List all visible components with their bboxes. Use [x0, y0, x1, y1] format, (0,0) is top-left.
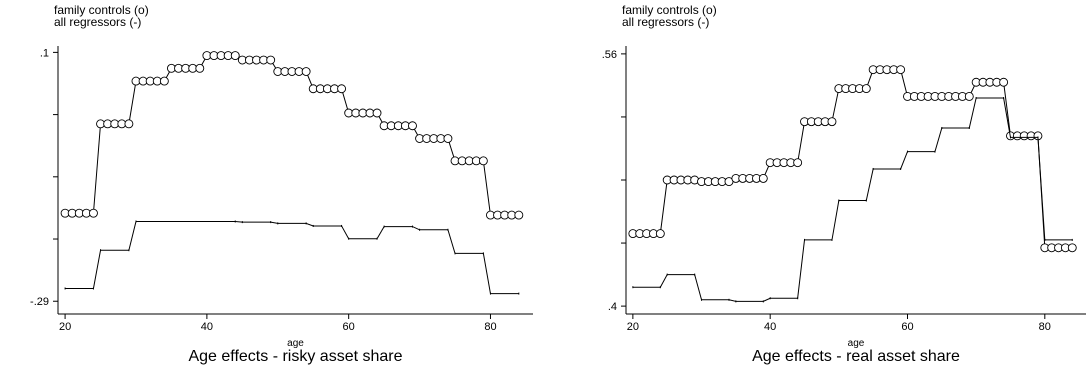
y-tick-label: -.29 — [30, 296, 49, 308]
legend-all-regressors: all regressors (-) — [54, 15, 141, 29]
x-tick-label: 80 — [484, 321, 496, 333]
all-regressors-line — [65, 220, 519, 295]
family-controls-line — [632, 69, 1073, 249]
x-tick-label: 60 — [343, 321, 355, 333]
family-controls-point — [896, 65, 906, 75]
x-tick-label: 80 — [1039, 321, 1051, 333]
chart-title: Age effects - real asset share — [752, 348, 960, 365]
family-controls-point — [793, 158, 803, 168]
legend-family-controls: family controls (o) — [54, 3, 149, 17]
family-controls-point — [230, 51, 240, 61]
family-controls-point — [195, 63, 205, 73]
x-tick-label: 20 — [59, 321, 71, 333]
family-controls-point — [861, 84, 871, 94]
family-controls-point — [408, 121, 417, 131]
family-controls-point — [301, 67, 311, 76]
family-controls-point — [159, 76, 169, 86]
family-controls-point — [758, 173, 768, 183]
family-controls-point — [443, 134, 453, 143]
family-controls-point — [372, 108, 382, 118]
x-axis-label: age — [848, 338, 865, 349]
x-tick-label: 40 — [764, 321, 776, 333]
x-tick-label: 20 — [627, 321, 639, 333]
family-controls-point — [999, 77, 1009, 87]
real-asset-share-panel: .4 .56 20 40 60 80 family controls (o)all regr… — [602, 3, 1086, 365]
family-controls-point — [655, 229, 665, 239]
family-controls-point — [1067, 243, 1077, 253]
y-tick-label: .1 — [40, 47, 49, 59]
family-controls-point — [337, 84, 347, 94]
family-controls-point — [124, 119, 134, 129]
all-regressors-line — [632, 97, 1073, 302]
y-tick-label: .56 — [602, 49, 617, 61]
chart-title: Age effects - risky asset share — [188, 348, 402, 365]
family-controls-point — [827, 117, 837, 127]
x-tick-label: 60 — [901, 321, 913, 333]
legend-all-regressors: all regressors (-) — [622, 15, 709, 29]
legend-family-controls: family controls (o) — [622, 3, 717, 17]
family-controls-point — [478, 156, 488, 166]
x-axis-label: age — [287, 338, 304, 349]
family-controls-point — [88, 208, 98, 218]
family-controls-point — [266, 55, 276, 65]
y-tick-label: .4 — [608, 301, 617, 313]
family-controls-point — [514, 210, 524, 220]
risky-asset-share-panel: -.29 .1 20 40 60 80 family controls (o)all reg… — [30, 3, 533, 365]
x-tick-label: 40 — [201, 321, 213, 333]
family-controls-point — [964, 91, 974, 101]
